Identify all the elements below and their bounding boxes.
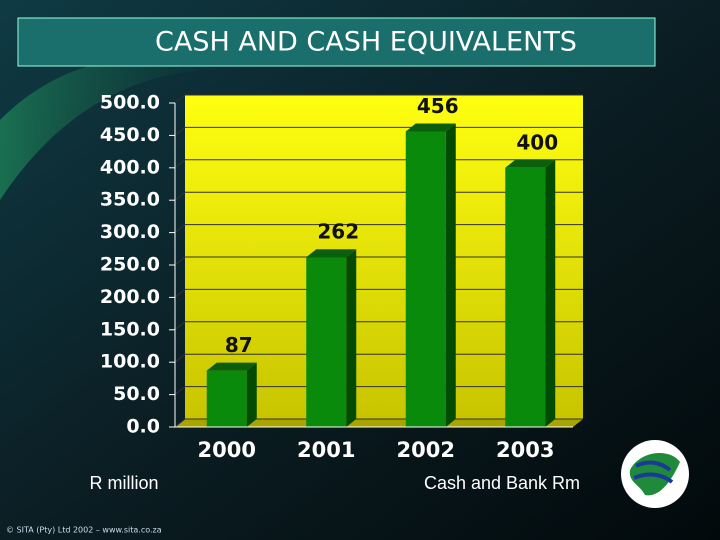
y-tick-label: 0.0 bbox=[126, 416, 160, 438]
title-box bbox=[17, 17, 656, 67]
bar-top bbox=[505, 159, 556, 168]
bar-top bbox=[405, 123, 456, 132]
value-label: 400 bbox=[516, 130, 558, 154]
grid-line bbox=[174, 94, 583, 104]
y-tick-label: 400.0 bbox=[100, 156, 160, 178]
y-tick-label: 100.0 bbox=[100, 351, 160, 373]
y-tick-label: 150.0 bbox=[100, 318, 160, 340]
x-tick-label: 2002 bbox=[397, 438, 455, 462]
bar-side bbox=[246, 362, 257, 427]
bar-side bbox=[445, 123, 456, 428]
x-tick-label: 2003 bbox=[496, 438, 554, 462]
plot: 0.0 50.0 100.0 150.0 200.0 250.0 300.0 350.0 400… bbox=[100, 92, 583, 462]
y-tick-label: 50.0 bbox=[113, 383, 160, 405]
x-tick-label: 2001 bbox=[297, 438, 355, 462]
logo bbox=[621, 440, 689, 508]
bar-top bbox=[206, 362, 257, 371]
x-axis-label: Cash and Bank Rm bbox=[424, 473, 580, 493]
y-axis-label: R million bbox=[89, 473, 158, 493]
bar-top bbox=[306, 249, 357, 258]
decoration bbox=[0, 56, 260, 200]
y-tick-label: 350.0 bbox=[100, 189, 160, 211]
value-label: 262 bbox=[317, 220, 359, 244]
value-label: 87 bbox=[225, 333, 253, 357]
bar-side bbox=[545, 159, 556, 428]
y-tick-label: 500.0 bbox=[100, 92, 160, 114]
chart-title: CASH AND CASH EQUIVALENTS bbox=[155, 27, 577, 58]
bar-front bbox=[306, 257, 347, 427]
y-tick-label: 450.0 bbox=[100, 124, 160, 146]
value-label: 456 bbox=[417, 94, 459, 118]
plot-floor bbox=[175, 419, 583, 427]
y-tick-label: 300.0 bbox=[100, 221, 160, 243]
footer: © SITA (Pty) Ltd 2002 – www.sita.co.za bbox=[6, 526, 162, 535]
y-tick-label: 200.0 bbox=[100, 286, 160, 308]
x-tick-label: 2000 bbox=[198, 438, 256, 462]
bar-front bbox=[405, 131, 446, 427]
bar-front bbox=[505, 167, 546, 428]
bar-front bbox=[206, 370, 247, 427]
y-tick-label: 250.0 bbox=[100, 254, 160, 276]
bar-side bbox=[346, 249, 357, 427]
